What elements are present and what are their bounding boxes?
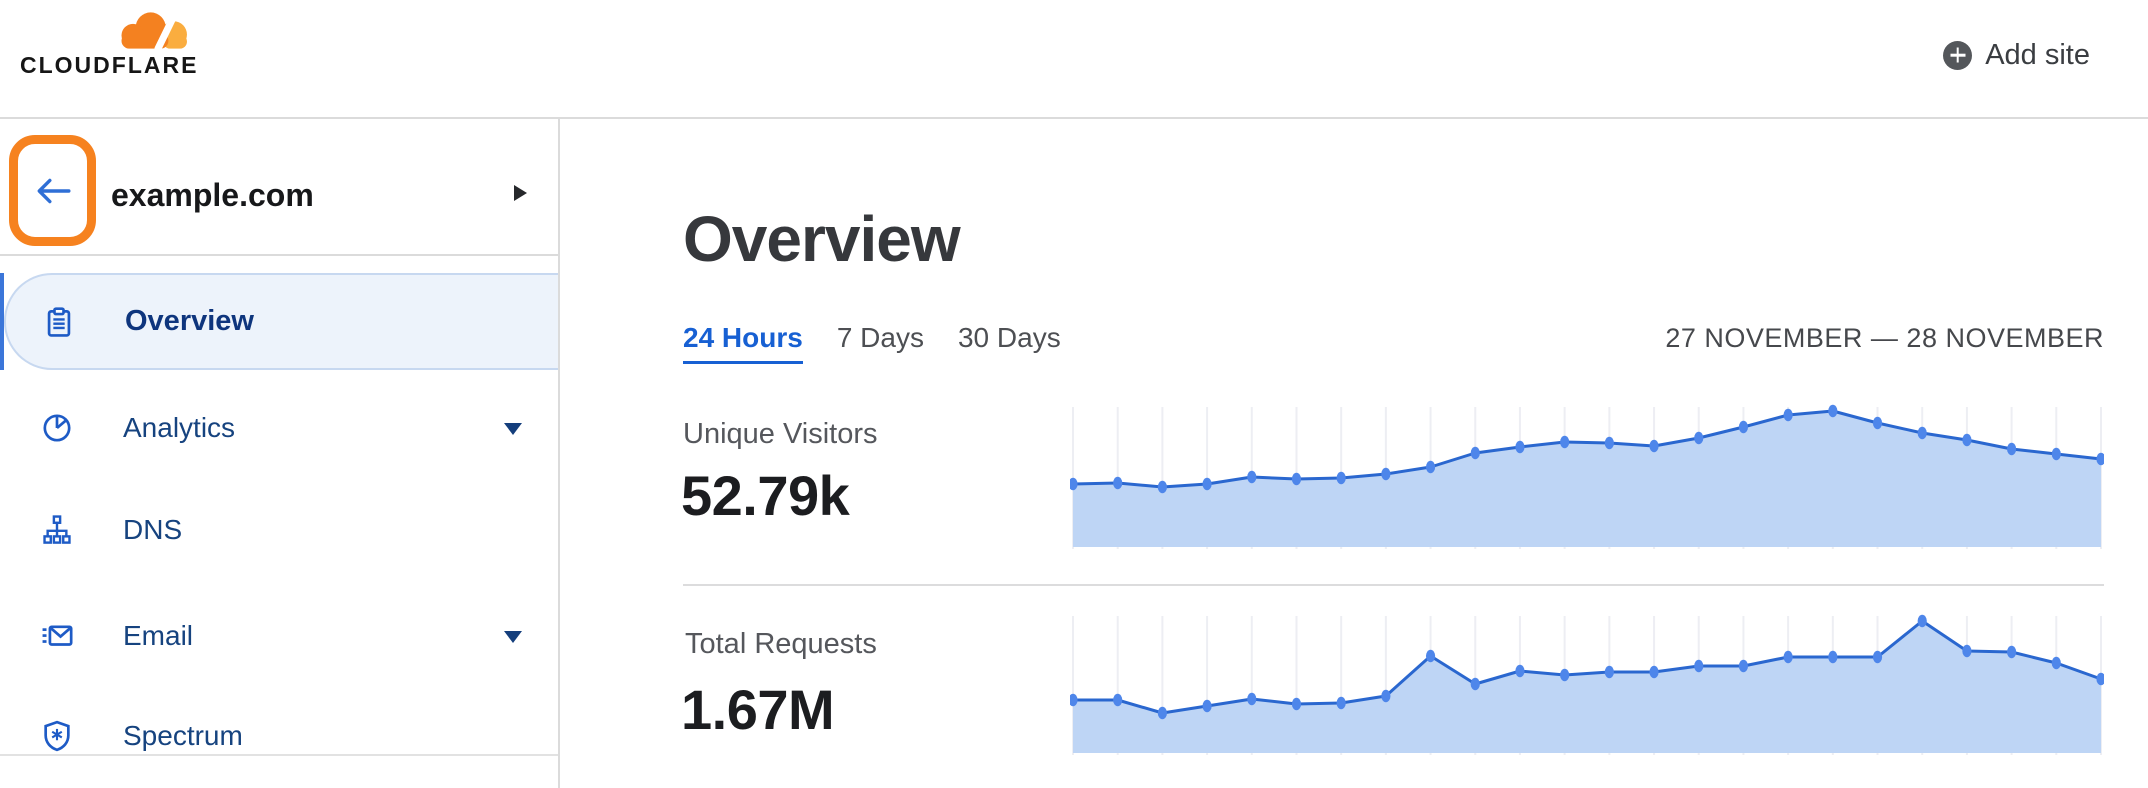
date-range-label: 27 NOVEMBER — 28 NOVEMBER [1665,323,2104,353]
chevron-down-icon [504,423,522,435]
back-button-highlight[interactable] [9,135,96,246]
unique-visitors-label: Unique Visitors [683,418,878,450]
sidebar-nav: Overview Analytics [0,256,558,788]
site-name: example.com [111,177,314,213]
time-range-tabs: 24 Hours 7 Days 30 Days [683,322,1061,364]
sidebar-item-dns[interactable]: DNS [0,480,558,580]
page-title: Overview [683,203,961,275]
add-site-button[interactable]: Add site [1943,38,2090,72]
tab-7-days[interactable]: 7 Days [836,322,924,353]
sidebar-item-label: Analytics [123,412,236,443]
plus-icon [1943,40,1973,70]
sidebar-item-overview[interactable]: Overview [4,273,558,370]
selected-item-accent [0,273,4,370]
cloudflare-logo[interactable]: CLOUDFLARE [20,6,201,92]
sitemap-icon [43,515,71,544]
main-content: Overview 24 Hours 7 Days 30 Days 27 NOVE… [560,119,2148,788]
cloudflare-cloud-icon [111,12,201,54]
sidebar-item-analytics[interactable]: Analytics [0,378,558,478]
clipboard-icon [47,306,71,337]
sidebar-item-label: Email [123,620,194,651]
site-expand-caret-icon[interactable] [514,185,527,201]
shield-icon [44,720,70,752]
total-requests-chart [1070,614,2104,755]
tab-24-hours[interactable]: 24 Hours [683,322,803,364]
unique-visitors-value: 52.79k [681,464,850,527]
cloudflare-wordmark: CLOUDFLARE [20,52,199,78]
sidebar-item-email[interactable]: Email [0,586,558,686]
unique-visitors-chart [1070,404,2104,549]
back-arrow-icon [37,178,71,203]
section-divider [683,584,2104,586]
total-requests-label: Total Requests [685,628,877,660]
site-selector-row: example.com [0,119,558,256]
add-site-label: Add site [1985,38,2090,71]
total-requests-value: 1.67M [681,678,835,741]
sidebar: example.com Overview [0,119,560,788]
sidebar-item-spectrum[interactable]: Spectrum [0,686,558,786]
chevron-down-icon [504,631,522,643]
pie-chart-icon [43,414,71,442]
tab-30-days[interactable]: 30 Days [957,322,1061,353]
sidebar-item-label: DNS [123,514,183,545]
email-send-icon [42,625,73,646]
sidebar-item-label: Overview [125,305,254,337]
top-header: CLOUDFLARE Add site [0,0,2148,119]
sidebar-divider [0,754,558,756]
sidebar-item-label: Spectrum [123,720,243,751]
